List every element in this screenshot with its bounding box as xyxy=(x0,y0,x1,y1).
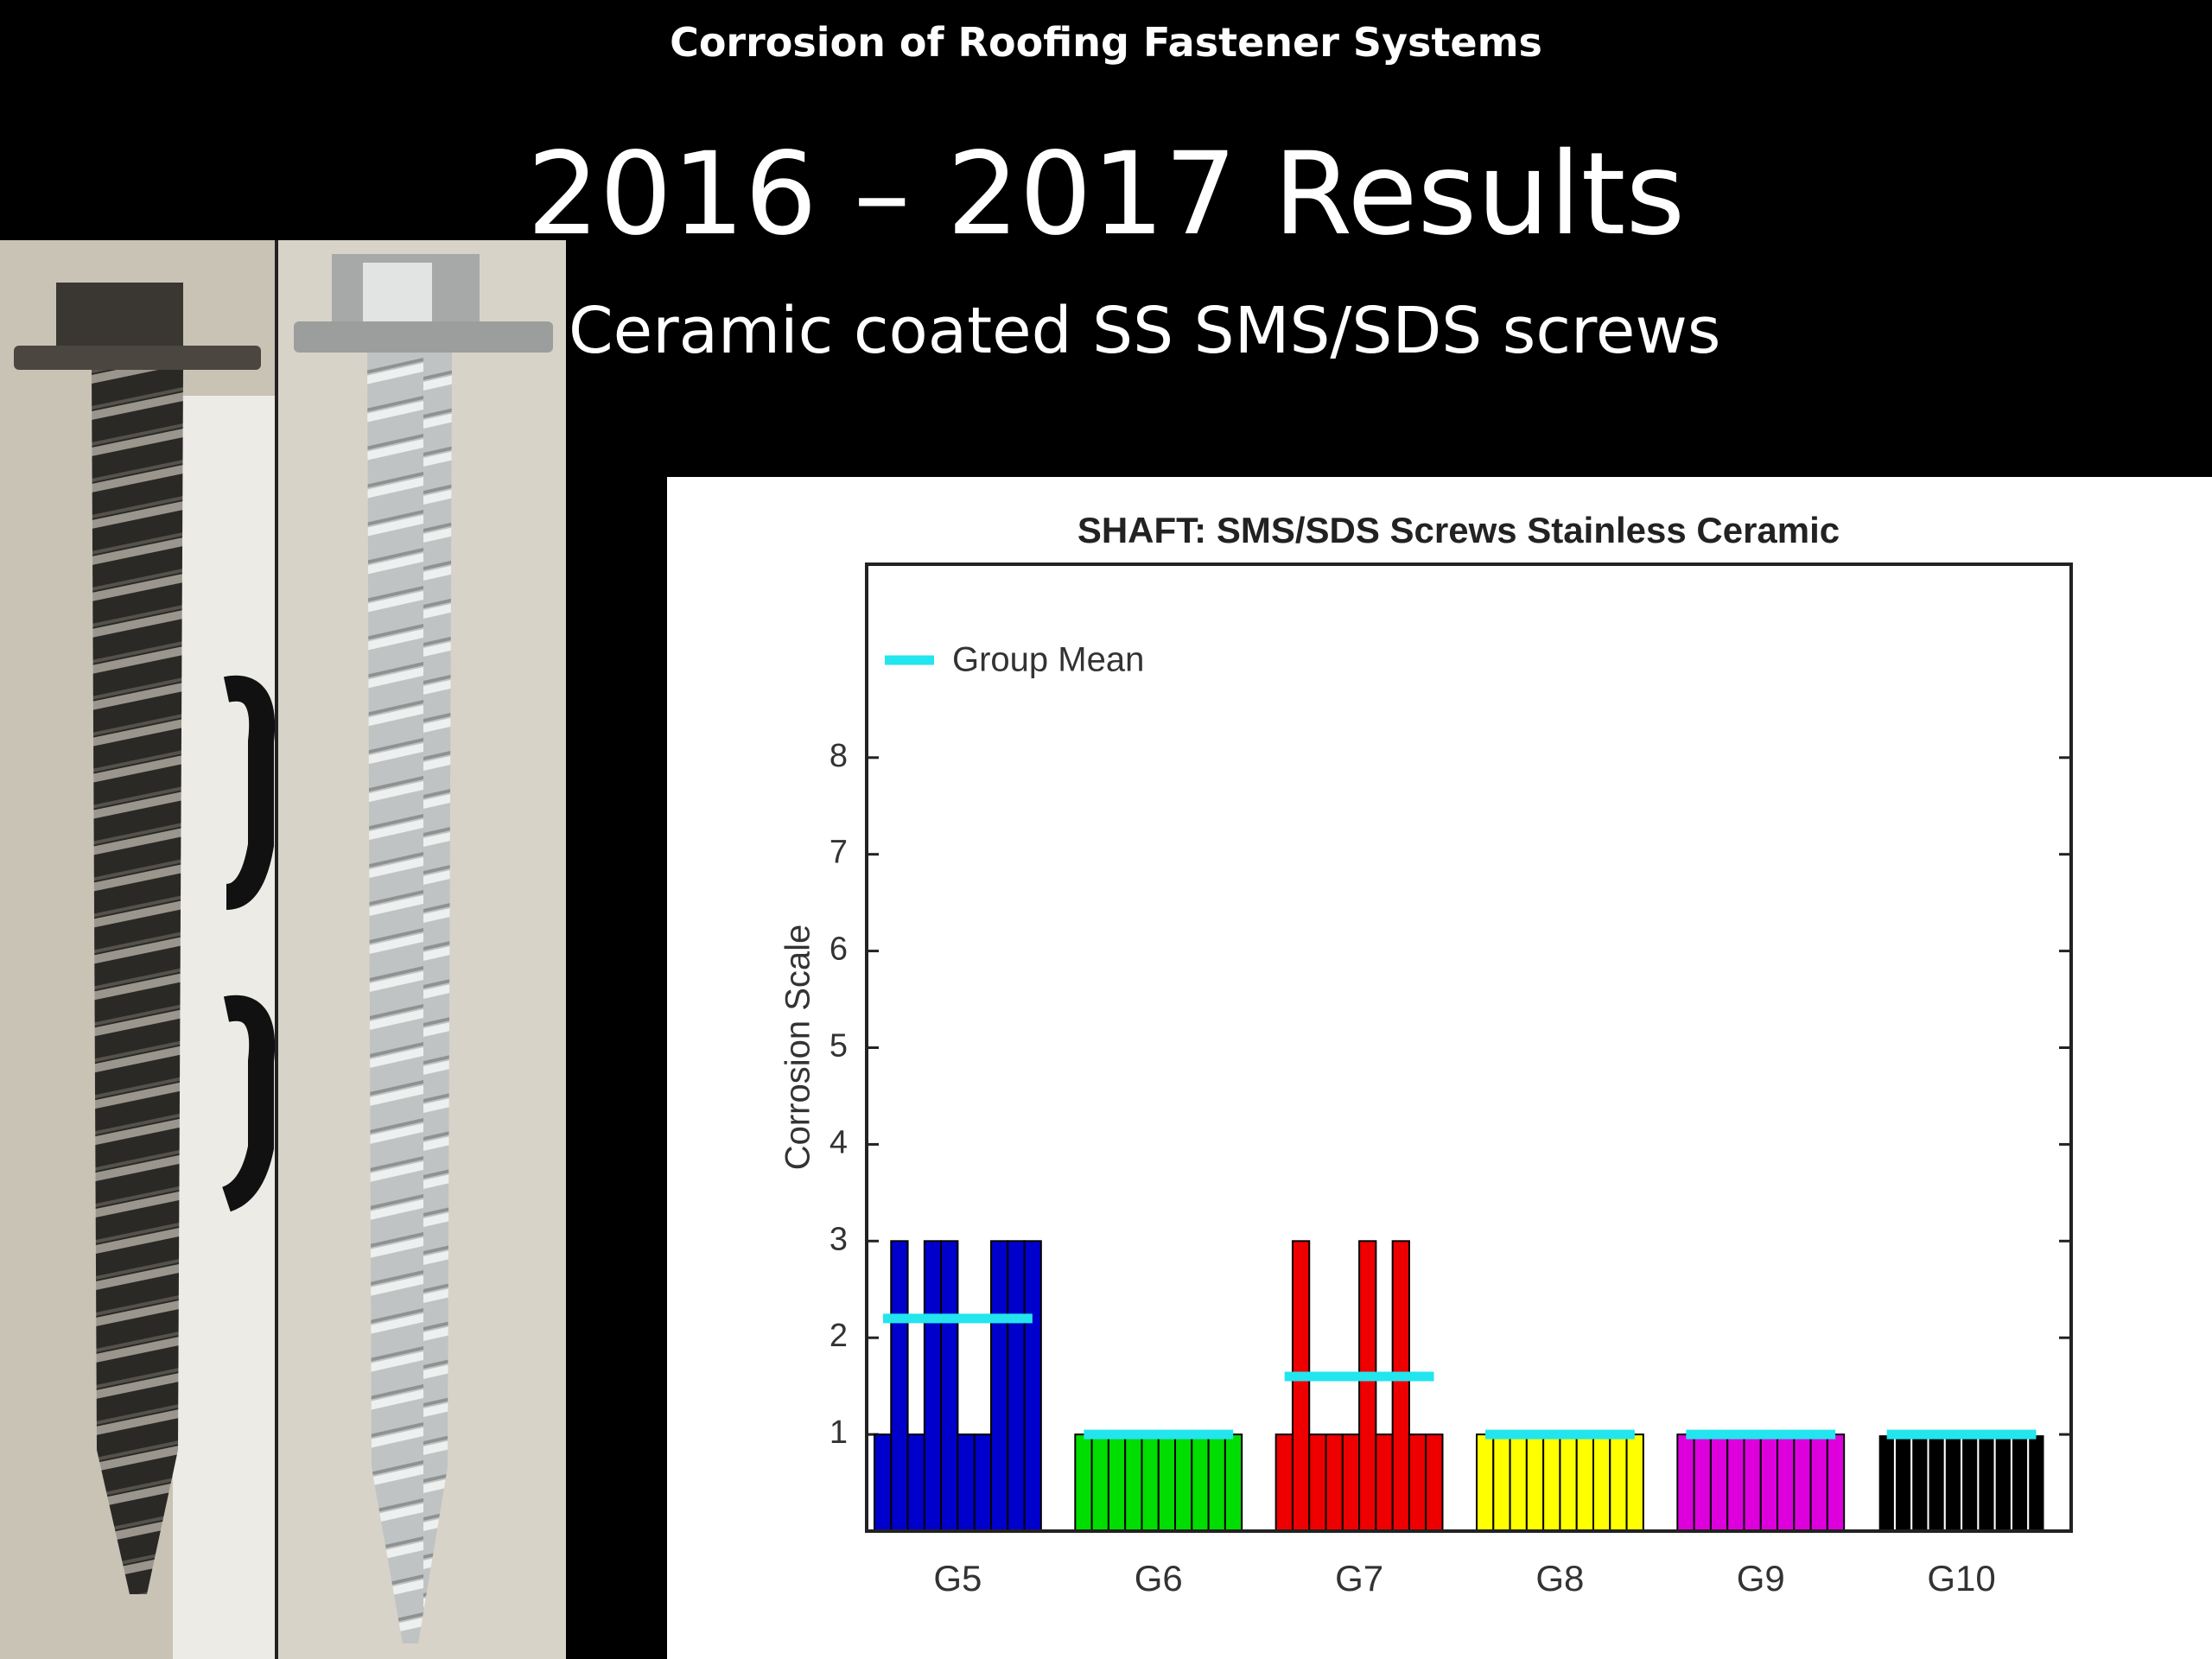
y-tick-label: 6 xyxy=(830,931,848,968)
bar xyxy=(1007,1240,1026,1532)
y-tick-label: 2 xyxy=(830,1318,848,1354)
bar xyxy=(1224,1433,1243,1532)
bar xyxy=(989,1240,1009,1532)
bar xyxy=(890,1240,909,1532)
bar xyxy=(1308,1433,1327,1532)
bar xyxy=(1743,1433,1762,1532)
bar xyxy=(1476,1433,1495,1532)
bar xyxy=(1174,1433,1193,1532)
bar xyxy=(1375,1433,1394,1532)
bar xyxy=(957,1433,976,1532)
plot-frame xyxy=(865,563,2073,1533)
bar xyxy=(1090,1433,1109,1532)
bar xyxy=(940,1240,959,1532)
bar xyxy=(1107,1433,1127,1532)
screw-head-face xyxy=(363,263,432,323)
bar xyxy=(1408,1433,1427,1532)
marker-stroke xyxy=(221,995,276,1212)
bar xyxy=(1141,1433,1160,1532)
y-tick-label: 5 xyxy=(830,1028,848,1065)
bar xyxy=(1207,1433,1226,1532)
bar xyxy=(1358,1240,1377,1532)
x-tick-label: G8 xyxy=(1535,1558,1584,1599)
bar xyxy=(1274,1433,1294,1532)
bar xyxy=(1391,1240,1410,1532)
bar xyxy=(1910,1433,1929,1532)
x-tick-label: G6 xyxy=(1135,1558,1183,1599)
y-tick-label: 3 xyxy=(830,1221,848,1257)
bar xyxy=(1509,1433,1528,1532)
bar xyxy=(1341,1433,1361,1532)
bar xyxy=(874,1433,893,1532)
x-tick-label: G5 xyxy=(933,1558,982,1599)
bar xyxy=(1777,1433,1796,1532)
legend-label: Group Mean xyxy=(952,641,1144,679)
bar xyxy=(906,1433,925,1532)
bar xyxy=(2010,1433,2030,1532)
y-tick-label: 4 xyxy=(830,1124,848,1160)
bar xyxy=(1759,1433,1779,1532)
header: Corrosion of Roofing Fastener Systems xyxy=(670,19,1542,66)
screw-washer xyxy=(294,321,553,353)
x-tick-label: G7 xyxy=(1335,1558,1383,1599)
bar xyxy=(1559,1433,1578,1532)
bar xyxy=(1575,1433,1594,1532)
slide-subtitle: Ceramic coated SS SMS/SDS screws xyxy=(569,294,1721,368)
bar xyxy=(1809,1433,1828,1532)
bar xyxy=(1157,1433,1177,1532)
screw-shaft xyxy=(367,353,452,1643)
bar xyxy=(1676,1433,1695,1532)
chart-title: SHAFT: SMS/SDS Screws Stainless Ceramic xyxy=(1077,510,1840,550)
screw-washer xyxy=(14,346,261,370)
bar xyxy=(1291,1240,1311,1532)
screw-shaft xyxy=(92,370,183,1594)
y-axis-label: Corrosion Scale xyxy=(779,925,817,1171)
bar xyxy=(1726,1433,1745,1532)
bar xyxy=(2027,1433,2046,1532)
bar xyxy=(1525,1433,1545,1532)
bar xyxy=(1325,1433,1344,1532)
bar xyxy=(1425,1433,1444,1532)
x-tick-label: G10 xyxy=(1927,1558,1995,1599)
bar xyxy=(1993,1433,2012,1532)
bar xyxy=(1893,1433,1913,1532)
bar xyxy=(1124,1433,1143,1532)
x-tick-label: G9 xyxy=(1737,1558,1785,1599)
y-tick-label: 1 xyxy=(830,1414,848,1451)
bar xyxy=(1709,1433,1729,1532)
bar xyxy=(1542,1433,1561,1532)
bar xyxy=(973,1433,992,1532)
bar xyxy=(1191,1433,1210,1532)
bar xyxy=(1961,1433,1980,1532)
bar xyxy=(1492,1433,1511,1532)
bar xyxy=(1793,1433,1812,1532)
y-tick-label: 8 xyxy=(830,738,848,774)
bar xyxy=(1877,1433,1896,1532)
bar xyxy=(1625,1433,1644,1532)
bar xyxy=(1693,1433,1712,1532)
bar xyxy=(923,1240,943,1532)
y-tick-label: 7 xyxy=(830,835,848,871)
bar xyxy=(1074,1433,1093,1532)
marker-stroke xyxy=(223,675,276,910)
bar xyxy=(1592,1433,1611,1532)
chart: SHAFT: SMS/SDS Screws Stainless Ceramic … xyxy=(667,477,2212,1659)
bar xyxy=(1609,1433,1628,1532)
screw-head xyxy=(56,283,183,355)
screw-photos xyxy=(0,240,566,1659)
bar xyxy=(1023,1240,1042,1532)
slide-title: 2016 – 2017 Results xyxy=(526,128,1686,261)
bar xyxy=(1927,1433,1946,1532)
bar xyxy=(1826,1433,1846,1532)
bar xyxy=(1977,1433,1996,1532)
bar xyxy=(1943,1433,1963,1532)
